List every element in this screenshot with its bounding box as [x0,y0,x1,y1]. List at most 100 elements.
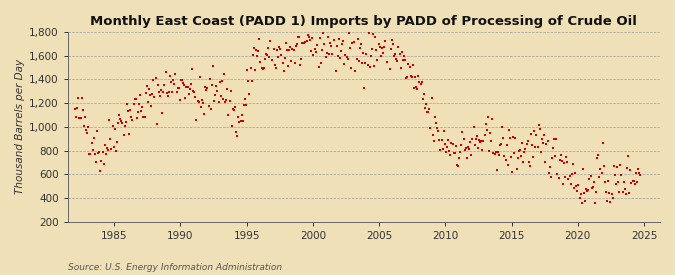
Point [512,156,523,160]
Point [92,129,103,134]
Point [148,78,159,82]
Point [564,174,575,178]
Point [109,126,120,131]
Point [493,153,504,157]
Point [279,56,290,60]
Point [481,122,491,127]
Point [186,67,197,72]
Point [404,65,415,70]
Point [462,145,473,149]
Point [375,45,385,49]
Point [129,97,140,101]
Point [413,74,424,78]
Point [202,86,213,90]
Point [254,36,265,41]
Point [389,51,400,56]
Point [314,65,325,69]
Point [250,48,261,52]
Point [277,61,288,65]
Point [541,142,551,147]
Point [629,182,640,186]
Point [339,62,350,67]
Point [371,47,382,52]
Point [208,64,219,68]
Point [421,101,431,106]
Point [153,82,163,87]
Point [348,28,358,32]
Point [495,142,506,146]
Point [167,90,178,94]
Point [489,152,500,156]
Point [292,41,302,46]
Point [531,132,542,137]
Point [331,44,342,48]
Point [271,48,282,52]
Point [124,132,134,136]
Point [147,92,158,96]
Point [232,133,243,138]
Point [236,112,247,117]
Point [253,49,264,53]
Point [307,36,318,40]
Point [302,33,313,37]
Point [211,84,221,88]
Point [128,102,139,106]
Point [560,175,570,180]
Point [196,98,207,102]
Text: Source: U.S. Energy Information Administration: Source: U.S. Energy Information Administ… [68,263,281,272]
Point [263,46,273,51]
Point [264,55,275,59]
Point [460,145,471,150]
Point [382,59,393,64]
Point [144,93,155,97]
Point [490,150,501,154]
Point [309,47,320,51]
Point [132,109,143,114]
Point [617,190,628,194]
Point [488,151,499,155]
Point [481,128,492,133]
Point [296,57,306,62]
Point [547,145,558,150]
Point [78,108,88,112]
Point [292,35,303,40]
Point [391,56,402,61]
Point [302,39,313,44]
Point [394,52,405,57]
Point [509,151,520,155]
Point [476,139,487,143]
Point [448,151,459,155]
Point [75,116,86,120]
Point [294,35,304,40]
Point [72,106,82,110]
Point [290,61,300,65]
Point [350,68,361,73]
Point [502,142,512,147]
Point [207,83,217,87]
Point [542,139,553,143]
Point [519,150,530,154]
Point [468,125,479,130]
Point [351,56,362,61]
Point [589,180,599,184]
Point [568,186,579,190]
Point [625,168,636,172]
Point [634,171,645,175]
Point [122,102,132,106]
Point [304,38,315,42]
Point [346,65,356,70]
Point [356,42,367,46]
Point [163,90,174,95]
Point [447,142,458,146]
Point [244,92,255,96]
Point [630,171,641,175]
Point [580,199,591,203]
Point [379,45,389,49]
Point [441,145,452,150]
Point [540,160,551,164]
Point [622,166,632,170]
Point [304,35,315,39]
Point [111,140,122,144]
Point [387,38,398,42]
Point [205,107,216,111]
